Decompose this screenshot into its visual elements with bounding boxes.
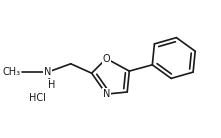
Text: CH₃: CH₃ xyxy=(2,67,21,77)
Text: N: N xyxy=(103,89,110,99)
Text: N: N xyxy=(44,67,51,77)
Text: O: O xyxy=(103,54,110,63)
Text: H: H xyxy=(48,80,56,90)
Text: HCl: HCl xyxy=(29,93,46,103)
